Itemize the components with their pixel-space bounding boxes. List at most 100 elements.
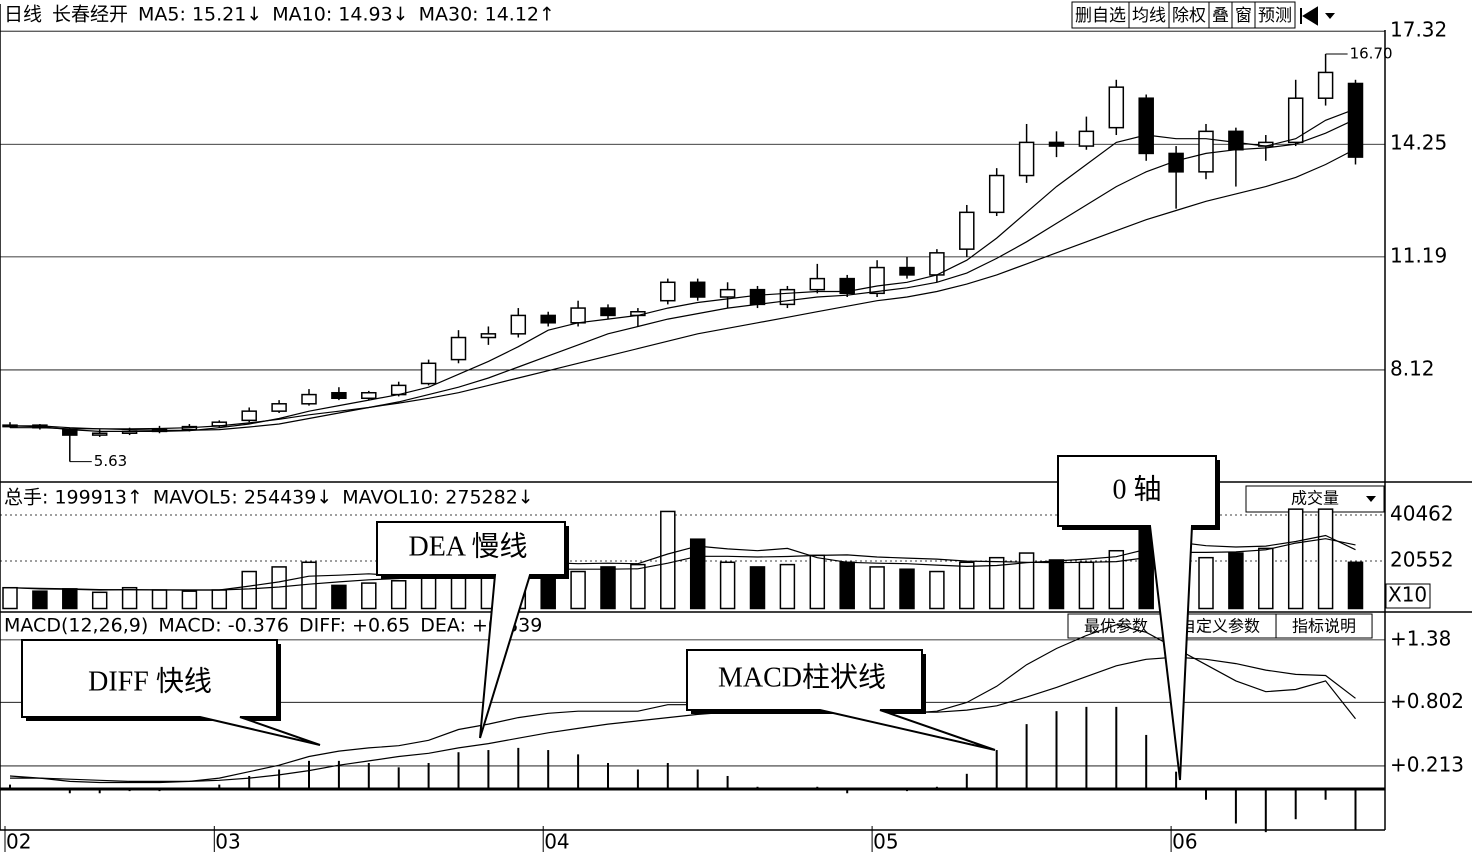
toolbar-label[interactable]: 删自选 — [1075, 6, 1126, 26]
panel-button[interactable] — [1067, 613, 1165, 639]
candle-body — [241, 410, 257, 422]
volume-bar — [600, 566, 616, 610]
toolbar-label[interactable]: 预测 — [1258, 6, 1292, 26]
header-text: MA30: 14.12↑ — [419, 4, 555, 26]
volume-bar — [929, 570, 945, 610]
candle-body — [1048, 141, 1065, 147]
mavol-line — [9, 534, 1356, 591]
volume-bar — [1108, 549, 1125, 610]
header-text: MAVOL10: 275282↓ — [342, 487, 533, 509]
volume-bar — [689, 538, 706, 610]
x-tick-label: 05 — [873, 830, 898, 852]
toolbar-button[interactable] — [1128, 1, 1170, 29]
callout-box — [21, 639, 321, 746]
diff-line — [9, 624, 1356, 784]
volume-bar — [121, 586, 138, 610]
volume-bar — [839, 561, 855, 610]
callout-text: 0 轴 — [1112, 473, 1161, 505]
volume-bar — [361, 582, 377, 610]
y-tick-label: +0.802 — [1390, 689, 1464, 713]
y-tick-label: 8.12 — [1390, 356, 1435, 380]
header-text: DIFF: +0.65 — [299, 615, 410, 637]
candle-body — [91, 432, 108, 436]
volume-bar — [181, 590, 198, 610]
candle-body — [779, 288, 796, 306]
candle-body — [510, 314, 527, 335]
volume-bar — [1018, 552, 1035, 610]
candle-body — [361, 391, 377, 400]
y-tick-label: +1.38 — [1390, 626, 1451, 650]
panel-button[interactable] — [1275, 613, 1373, 639]
header-text: MA10: 14.93↓ — [272, 4, 408, 26]
candle-body — [1287, 97, 1304, 144]
candle-body — [749, 288, 766, 306]
low-label: 5.63 — [94, 452, 127, 470]
mavol-line — [9, 538, 1356, 591]
toolbar-label[interactable]: 窗 — [1235, 6, 1252, 26]
volume-bar — [988, 556, 1005, 610]
candle-body — [839, 277, 855, 295]
volume-bar — [62, 588, 78, 610]
dea-line — [10, 656, 1356, 782]
volume-bar — [809, 554, 826, 610]
dropdown-icon[interactable] — [1366, 496, 1376, 502]
toolbar-button[interactable] — [1254, 1, 1296, 29]
candle-body — [331, 391, 347, 400]
ma-line — [10, 148, 1356, 430]
toolbar-label[interactable]: 叠 — [1212, 6, 1229, 26]
x-tick-label: 06 — [1172, 830, 1197, 852]
callout-text: DEA 慢线 — [408, 530, 527, 562]
callout-box — [376, 521, 566, 739]
panel-button-label[interactable]: 自定义参数 — [1180, 617, 1260, 636]
volume-bar — [390, 580, 407, 610]
nav-icon[interactable] — [1300, 6, 1318, 26]
candle-body — [570, 307, 586, 324]
x-tick-label: 03 — [215, 830, 240, 852]
y-tick-label: +0.213 — [1390, 752, 1464, 776]
candle-body — [1138, 97, 1154, 155]
x-tick-label: 04 — [544, 830, 569, 852]
volume-bar — [1048, 559, 1065, 610]
volume-bar — [91, 591, 108, 610]
volume-bar — [630, 563, 646, 610]
toolbar-button[interactable] — [1071, 1, 1130, 29]
candle-body — [660, 281, 676, 302]
header-text: MACD: -0.376 — [158, 615, 289, 637]
volume-bar — [1347, 561, 1364, 610]
dropdown-label[interactable]: 成交量 — [1291, 489, 1339, 508]
volume-bar — [301, 561, 317, 610]
candle-body — [1078, 130, 1095, 147]
dropdown[interactable] — [1245, 485, 1385, 513]
volume-bar — [959, 561, 975, 610]
y-tick-label: 20552 — [1390, 548, 1454, 572]
ma-line — [10, 118, 1356, 431]
toolbar-button[interactable] — [1168, 1, 1210, 29]
volume-bar — [151, 589, 168, 610]
volume-bar — [211, 589, 228, 610]
toolbar-label[interactable]: 均线 — [1132, 6, 1166, 26]
high-label: 16.70 — [1350, 45, 1393, 63]
volume-bar — [749, 566, 766, 610]
panel-button-label[interactable]: 指标说明 — [1292, 617, 1356, 636]
toolbar-label[interactable]: 除权 — [1172, 6, 1206, 26]
candle-body — [1198, 130, 1214, 173]
ma-line — [9, 108, 1356, 432]
dropdown-icon[interactable] — [1325, 13, 1335, 19]
volume-bar — [1258, 547, 1274, 610]
candle-body — [540, 314, 556, 324]
volume-bar — [1078, 561, 1095, 610]
volume-bar — [241, 570, 257, 610]
volume-bar — [1287, 508, 1304, 610]
unit-box — [1385, 583, 1431, 609]
header-text: 长春经开 — [52, 4, 128, 26]
candle-body — [420, 362, 437, 385]
volume-bar — [719, 561, 736, 610]
callouts: DIFF 快线 DEA 慢线 MACD柱状线 0 轴 — [21, 455, 1220, 781]
candle-body — [809, 277, 826, 291]
header-text: MA5: 15.21↓ — [138, 4, 262, 26]
volume-bar — [1317, 508, 1334, 610]
callout-box — [1057, 455, 1217, 781]
candle-body — [1317, 71, 1334, 99]
candle-body — [719, 288, 736, 298]
